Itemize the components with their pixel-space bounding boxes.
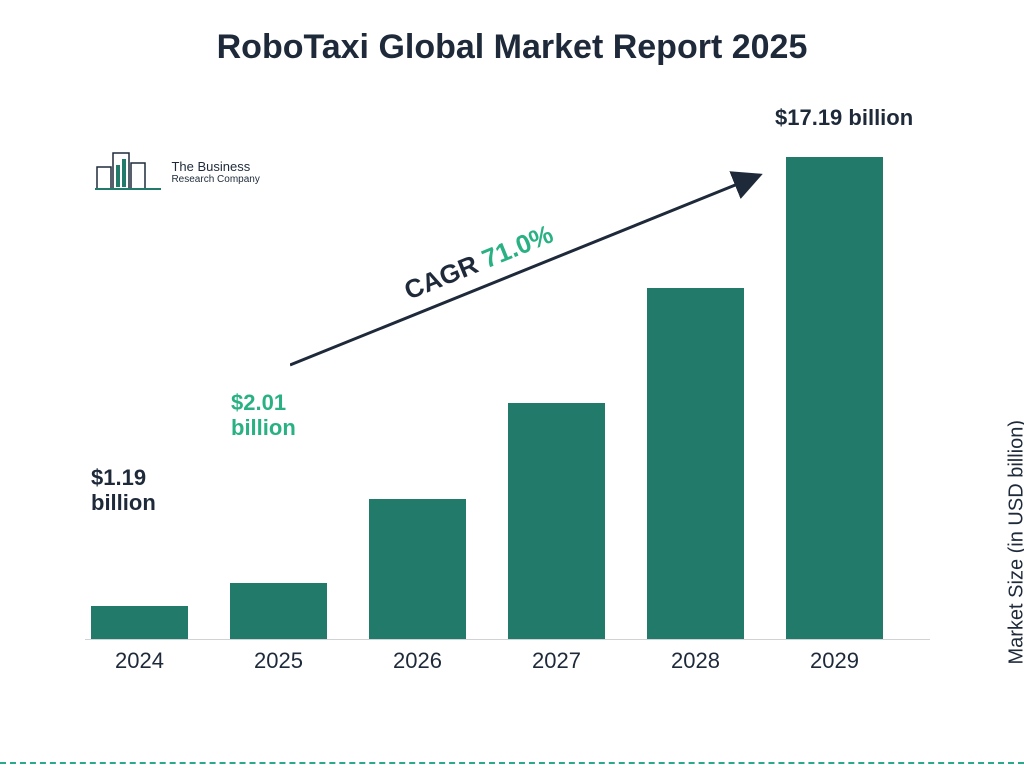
- y-axis-label: Market Size (in USD billion): [1006, 420, 1024, 665]
- x-axis-label: 2029: [810, 648, 859, 674]
- bar: [369, 499, 466, 639]
- value-label: $2.01billion: [231, 390, 296, 441]
- page-title: RoboTaxi Global Market Report 2025: [0, 28, 1024, 67]
- x-axis-label: 2024: [115, 648, 164, 674]
- x-axis-label: 2025: [254, 648, 303, 674]
- chart-baseline: [85, 639, 930, 640]
- footer-dashed-line: [0, 762, 1024, 764]
- x-axis-label: 2027: [532, 648, 581, 674]
- bar: [91, 606, 188, 639]
- x-axis-label: 2028: [671, 648, 720, 674]
- bar: [230, 583, 327, 639]
- bar-chart: 2024 2025 2026 2027 2028 2029 $1.19billion $2.…: [85, 135, 930, 680]
- bar: [786, 157, 883, 639]
- bar: [647, 288, 744, 639]
- value-label: $17.19 billion: [775, 105, 913, 130]
- bar: [508, 403, 605, 639]
- x-axis-label: 2026: [393, 648, 442, 674]
- value-label: $1.19billion: [91, 465, 156, 516]
